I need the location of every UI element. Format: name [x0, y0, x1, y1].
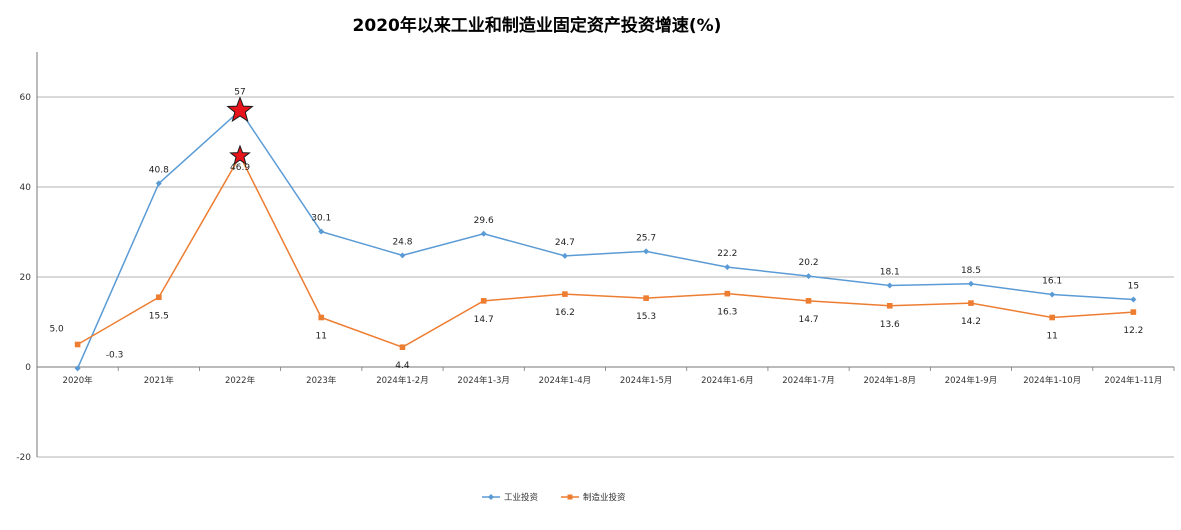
data-label: 15: [1128, 282, 1139, 292]
data-point: [562, 291, 568, 297]
data-point: [561, 252, 568, 259]
star-icon: [229, 144, 251, 166]
data-point: [643, 248, 650, 255]
data-label: 57: [234, 88, 245, 98]
data-label: 16.2: [555, 308, 575, 318]
data-label: -0.3: [106, 350, 124, 360]
data-point: [318, 228, 325, 235]
data-label: 14.2: [961, 317, 981, 327]
data-point: [399, 344, 406, 350]
data-point: [74, 341, 81, 348]
data-point: [480, 230, 487, 237]
data-point: [967, 280, 974, 287]
data-label: 4.4: [395, 361, 410, 371]
x-tick-label: 2024年1-11月: [1104, 375, 1162, 386]
x-tick-label: 2024年1-10月: [1023, 375, 1081, 386]
x-tick-label: 2024年1-9月: [945, 375, 998, 386]
legend-marker: [488, 494, 494, 500]
data-point: [1130, 296, 1137, 303]
data-label: 29.6: [474, 216, 494, 226]
data-labels: -0.3 40.8 57 30.1 24.8 29.6 24.7 25.7 22.2 20.2 18…: [49, 88, 1143, 372]
data-label: 16.1: [1042, 277, 1062, 287]
grid: [37, 96, 1174, 458]
legend-label: 工业投资: [504, 492, 539, 503]
y-tick-label: 20: [20, 273, 32, 283]
data-label: 22.2: [717, 249, 737, 259]
data-label: 13.6: [880, 320, 900, 330]
data-label: 15.5: [149, 311, 169, 321]
data-point: [155, 180, 162, 187]
data-point: [886, 303, 893, 309]
data-label: 46.9: [230, 163, 250, 173]
data-point: [74, 365, 81, 372]
y-axis-ticks: -20 0 20 40 60: [16, 93, 31, 463]
data-point: [399, 252, 406, 259]
x-tick-label: 2024年1-8月: [863, 375, 916, 386]
data-label: 14.7: [799, 315, 819, 325]
data-label: 18.1: [880, 268, 900, 278]
series-line: [76, 109, 1134, 369]
highlight-stars: [226, 96, 254, 166]
y-tick-label: 40: [20, 183, 32, 193]
series-layer: [74, 107, 1137, 372]
data-point: [724, 290, 731, 297]
data-label: 11: [316, 332, 327, 342]
data-label: 14.7: [474, 315, 494, 325]
x-tick-label: 2021年: [144, 375, 175, 386]
data-label: 11: [1046, 332, 1057, 342]
x-tick-label: 2024年1-2月: [376, 375, 429, 386]
x-tick-label: 2020年: [63, 375, 94, 386]
data-point: [805, 273, 812, 280]
legend-label: 制造业投资: [583, 492, 626, 503]
x-tick-label: 2024年1-3月: [457, 375, 510, 386]
data-point: [1049, 314, 1055, 321]
data-label: 15.3: [636, 312, 656, 322]
legend-marker: [567, 494, 573, 500]
data-point: [1130, 309, 1137, 315]
y-tick-label: -20: [16, 453, 31, 463]
y-tick-label: 0: [25, 363, 31, 373]
data-label: 25.7: [636, 233, 656, 243]
data-label: 30.1: [311, 214, 331, 224]
data-label: 40.8: [149, 165, 169, 175]
data-point: [886, 282, 893, 289]
data-point: [724, 264, 731, 271]
data-label: 18.5: [961, 266, 981, 276]
data-point: [643, 295, 649, 301]
chart-title: 2020年以来工业和制造业固定资产投资增速(%): [353, 15, 722, 36]
x-tick-label: 2023年: [306, 375, 337, 386]
data-point: [1049, 291, 1056, 298]
data-point: [968, 300, 974, 306]
star-icon: [226, 96, 254, 123]
data-label: 20.2: [799, 258, 819, 268]
data-label: 24.7: [555, 238, 575, 248]
data-label: 12.2: [1123, 326, 1143, 336]
x-tick-label: 2024年1-4月: [539, 375, 592, 386]
x-tick-label: 2024年1-6月: [701, 375, 754, 386]
data-label: 16.3: [717, 308, 737, 318]
x-axis-ticks: 2020年 2021年 2022年 2023年 2024年1-2月 2024年1-3月 20…: [63, 375, 1163, 386]
series-line: [77, 154, 1134, 349]
data-label: 24.8: [392, 237, 412, 247]
y-tick-label: 60: [20, 93, 32, 103]
data-point: [805, 298, 812, 304]
legend: 工业投资 制造业投资: [482, 492, 626, 503]
data-point: [480, 298, 487, 304]
x-tick-label: 2024年1-7月: [782, 375, 835, 386]
data-point: [156, 294, 162, 301]
data-point: [318, 314, 325, 321]
axes: [36, 52, 1175, 457]
x-tick-label: 2024年1-5月: [620, 375, 673, 386]
data-label: 5.0: [49, 325, 64, 335]
x-tick-label: 2022年: [225, 375, 256, 386]
